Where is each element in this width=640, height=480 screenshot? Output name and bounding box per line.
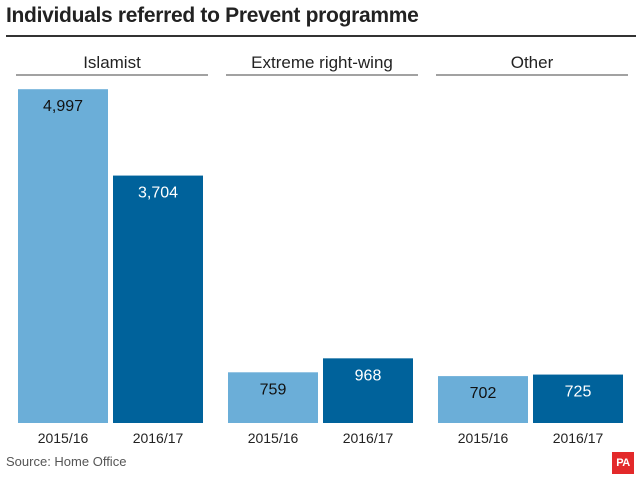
data-label-extreme-right-wing-2016-17: 968 — [355, 367, 382, 384]
pa-logo-text: PA — [616, 457, 630, 469]
data-label-islamist-2016-17: 3,704 — [138, 185, 178, 202]
source-note: Source: Home Office — [6, 454, 127, 469]
data-label-islamist-2015-16: 4,997 — [43, 98, 83, 115]
bar-islamist-2016-17 — [113, 175, 203, 423]
tick-label-other-2016-17: 2016/17 — [553, 430, 604, 446]
data-label-other-2015-16: 702 — [470, 385, 497, 402]
group-label-extreme-right-wing: Extreme right-wing — [251, 53, 393, 72]
group-label-islamist: Islamist — [83, 53, 141, 72]
tick-label-extreme-right-wing-2016-17: 2016/17 — [343, 430, 394, 446]
bar-islamist-2015-16 — [18, 89, 108, 423]
bar-other-2016-17 — [533, 374, 623, 423]
data-label-other-2016-17: 725 — [565, 384, 592, 401]
bar-other-2015-16 — [438, 376, 528, 423]
bar-extreme-right-wing-2016-17 — [323, 358, 413, 423]
tick-label-other-2015-16: 2015/16 — [458, 430, 509, 446]
tick-label-islamist-2016-17: 2016/17 — [133, 430, 184, 446]
pa-logo: PA — [612, 452, 634, 474]
tick-label-extreme-right-wing-2015-16: 2015/16 — [248, 430, 299, 446]
group-label-other: Other — [511, 53, 554, 72]
chart-title: Individuals referred to Prevent programm… — [6, 4, 419, 27]
bar-extreme-right-wing-2015-16 — [228, 372, 318, 423]
data-label-extreme-right-wing-2015-16: 759 — [260, 381, 287, 398]
title-rule — [6, 35, 636, 37]
tick-label-islamist-2015-16: 2015/16 — [38, 430, 89, 446]
